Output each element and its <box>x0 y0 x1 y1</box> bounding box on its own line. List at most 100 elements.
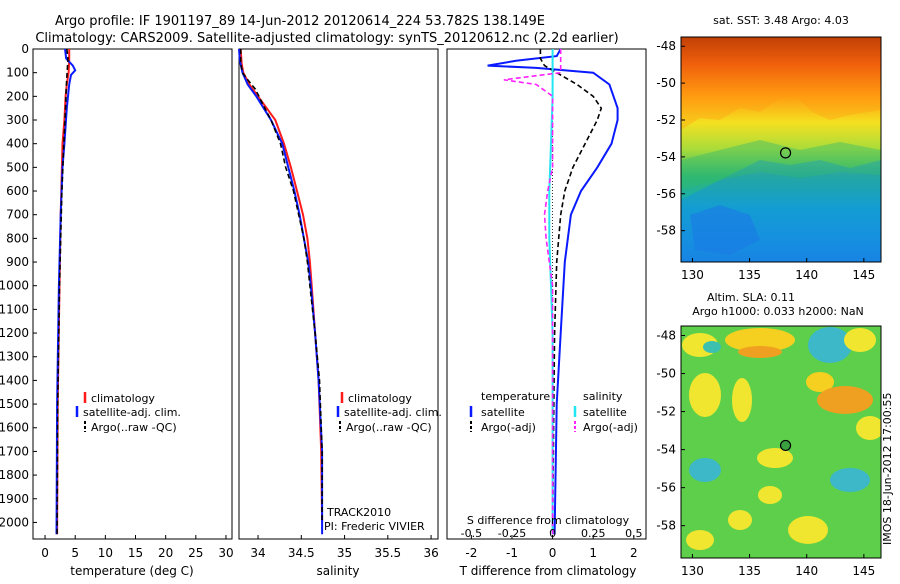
series-line-s-argo-adj <box>503 49 562 535</box>
sla-map-title-2: Argo h1000: 0.033 h2000: NaN <box>692 305 864 318</box>
ytick-label: -48 <box>656 39 676 53</box>
ytick-label: -56 <box>656 481 676 495</box>
xtick-label: 140 <box>795 564 818 578</box>
ytick-label: 700 <box>6 208 29 222</box>
salinity-xlabel: salinity <box>316 564 359 578</box>
sla-blob <box>758 486 782 504</box>
s-tick-label: -0.25 <box>498 527 526 540</box>
temperature-legend: climatology satellite-adj. clim. Argo(..… <box>75 392 181 434</box>
legend-label-t-satellite: satellite <box>481 406 525 419</box>
ytick-label: 1900 <box>0 492 29 506</box>
xtick-label: -2 <box>465 546 477 560</box>
ytick-label: -52 <box>656 113 676 127</box>
ytick-label: 0 <box>21 42 29 56</box>
sst-warm-front <box>681 37 881 130</box>
xtick-label: 34.5 <box>288 546 315 560</box>
sla-blob <box>757 448 793 468</box>
t-difference-xticks: -2 -1 0 1 2 <box>465 535 638 560</box>
sla-blob <box>844 328 876 352</box>
ytick-label: 300 <box>6 113 29 127</box>
xtick-label: 0 <box>41 546 49 560</box>
difference-axes-box <box>446 48 647 540</box>
legend-label-s-satellite: satellite <box>583 406 627 419</box>
xtick-label: 0 <box>549 546 557 560</box>
legend-label-s-argo: Argo(-adj) <box>583 421 638 434</box>
s-difference-label: S difference from climatology <box>467 514 630 527</box>
temperature-axes-box <box>32 48 233 540</box>
ytick-label: -56 <box>656 187 676 201</box>
sla-blob <box>806 372 834 392</box>
series-line-argo-raw-qc <box>239 49 323 523</box>
ytick-label: 1000 <box>0 279 29 293</box>
s-difference-ticks: -0.5 -0.25 0 0.25 0.5 <box>461 527 643 540</box>
sla-yticks: -48 -50 -52 -54 -56 -58 <box>656 329 685 533</box>
xtick-label: 1 <box>589 546 597 560</box>
xtick-label: 145 <box>852 564 875 578</box>
xtick-label: 2 <box>630 546 638 560</box>
legend-title-temperature: temperature <box>481 390 550 403</box>
xtick-label: 36 <box>423 546 438 560</box>
ytick-label: -54 <box>656 443 676 457</box>
salinity-legend: climatology satellite-adj. clim. Argo(..… <box>336 392 442 434</box>
depth-yticks: 0 100 200 300 400 500 600 700 800 900 1000 1100 1200… <box>0 42 37 529</box>
series-line-argo-raw-qc <box>56 48 69 535</box>
ytick-label: 1100 <box>0 302 29 316</box>
pi-annotation: PI: Frederic VIVIER <box>324 520 425 533</box>
sla-blob <box>732 378 752 422</box>
legend-label-climatology: climatology <box>348 392 412 405</box>
ytick-label: -50 <box>656 367 676 381</box>
difference-legend: temperature satellite Argo(-adj) salinit… <box>469 390 638 434</box>
ytick-label: 1400 <box>0 373 29 387</box>
ytick-label: 1600 <box>0 421 29 435</box>
ytick-label: 1500 <box>0 397 29 411</box>
sla-map-title-1: Altim. SLA: 0.11 <box>707 291 795 304</box>
series-line-t-satellite <box>487 48 619 535</box>
sla-blob <box>703 341 721 353</box>
xtick-label: 10 <box>98 546 113 560</box>
argo-location-marker <box>779 439 792 452</box>
series-line-s-satellite <box>548 49 554 535</box>
xtick-label: 135 <box>738 564 761 578</box>
xtick-label: 15 <box>128 546 143 560</box>
ytick-label: 400 <box>6 137 29 151</box>
track-annotation: TRACK2010 <box>326 506 391 519</box>
argo-location-marker <box>779 147 792 159</box>
ytick-label: -52 <box>656 405 676 419</box>
salinity-axes-box <box>238 48 439 540</box>
xtick-label: 135 <box>738 268 761 282</box>
sla-blob <box>689 458 721 482</box>
sla-xticks: 130 135 140 145 <box>681 554 875 578</box>
s-tick-label: -0.5 <box>461 527 482 540</box>
imos-timestamp: IMOS 18-Jun-2012 17:00:55 <box>881 392 894 545</box>
ytick-label: 1200 <box>0 326 29 340</box>
ytick-label: 200 <box>6 89 29 103</box>
sla-field <box>681 326 881 558</box>
temperature-series <box>55 48 77 535</box>
legend-label-satellite: satellite-adj. clim. <box>344 406 442 419</box>
sst-map-panel: sat. SST: 3.48 Argo: 4.03 130 135 140 145 -… <box>656 14 882 282</box>
sst-blue-patch <box>690 205 760 255</box>
ytick-label: 2000 <box>0 515 29 529</box>
ytick-label: -48 <box>656 329 676 343</box>
figure-title-line1: Argo profile: IF 1901197_89 14-Jun-2012 … <box>55 14 545 29</box>
difference-panel: -2 -1 0 1 2 -0.5 -0.25 0 0.25 0.5 S difference f… <box>446 48 647 578</box>
xtick-label: 5 <box>71 546 79 560</box>
ytick-label: 900 <box>6 255 29 269</box>
ytick-label: 1300 <box>0 350 29 364</box>
temperature-panel: 0 5 10 15 20 25 30 0 100 200 300 400 500 600 700 800 90… <box>0 42 234 578</box>
sla-blob <box>856 416 881 440</box>
ytick-label: 800 <box>6 231 29 245</box>
xtick-label: 130 <box>681 564 704 578</box>
xtick-label: 34 <box>250 546 265 560</box>
series-line-t-argo-adj <box>539 49 603 535</box>
figure-title-line2: Climatology: CARS2009. Satellite-adjuste… <box>35 31 618 46</box>
ytick-label: -54 <box>656 150 676 164</box>
xtick-label: 25 <box>188 546 203 560</box>
legend-title-salinity: salinity <box>583 390 623 403</box>
sla-blob <box>738 346 782 358</box>
xtick-label: -1 <box>506 546 518 560</box>
sla-blob <box>728 510 752 530</box>
ytick-label: 1700 <box>0 444 29 458</box>
s-tick-label: 0.25 <box>581 527 606 540</box>
